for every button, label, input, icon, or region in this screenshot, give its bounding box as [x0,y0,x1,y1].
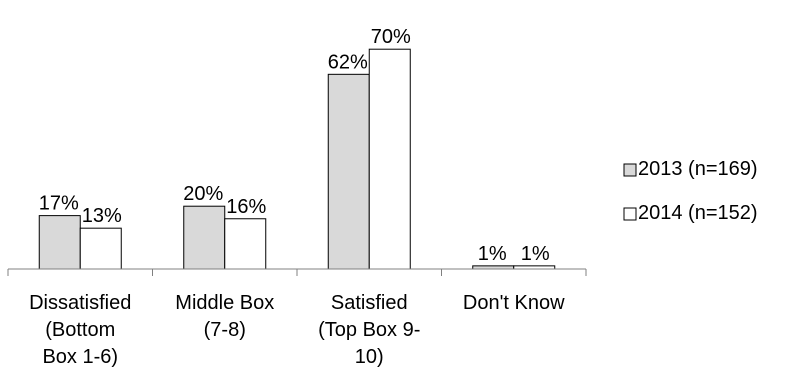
legend-swatch-2013 [623,163,637,177]
bar-2013-cat-2 [183,205,226,270]
category-label-line: (Bottom [45,319,115,341]
category-label: Don't Know [463,292,565,314]
category-label-line: Satisfied [331,292,408,314]
legend-swatch-2014 [623,207,637,221]
data-label: 16% [226,196,266,218]
category-label-line: Don't Know [463,292,565,314]
category-label-line: Middle Box [175,292,274,314]
category-label-line: (Top Box 9- [318,319,420,341]
category-label-line: Box 1-6) [42,346,118,368]
data-label: 17% [39,193,79,215]
category-label: Middle Box (7-8) [175,292,274,341]
bar-2014-cat-3 [368,48,411,270]
data-label: 1% [521,243,550,265]
data-label: 62% [328,51,368,73]
bar-2014-cat-1 [79,227,122,270]
category-label-line: 10) [355,346,384,368]
category-label: Satisfied (Top Box 9- 10) [318,292,420,368]
legend: 2013 (n=169) 2014 (n=152) [623,158,758,224]
bars-group [38,48,556,270]
bar-2014-cat-2 [224,218,267,270]
x-axis [7,268,587,276]
data-label: 1% [478,243,507,265]
data-label: 70% [371,26,411,48]
category-label-line: Dissatisfied [29,292,131,314]
category-label: Dissatisfied (Bottom Box 1-6) [29,292,131,368]
bar-2013-cat-1 [38,215,81,270]
category-label-line: (7-8) [204,319,246,341]
data-labels-group: 17%13% 20%16% 62%70% 1% 1% [39,26,550,265]
legend-label-2014: 2014 (n=152) [638,202,758,224]
bar-2013-cat-3 [327,73,370,270]
category-labels-group: Dissatisfied (Bottom Box 1-6) Middle Box (7-… [29,292,565,368]
data-label: 20% [183,183,223,205]
legend-label-2013: 2013 (n=169) [638,158,758,180]
data-label: 13% [82,205,122,227]
